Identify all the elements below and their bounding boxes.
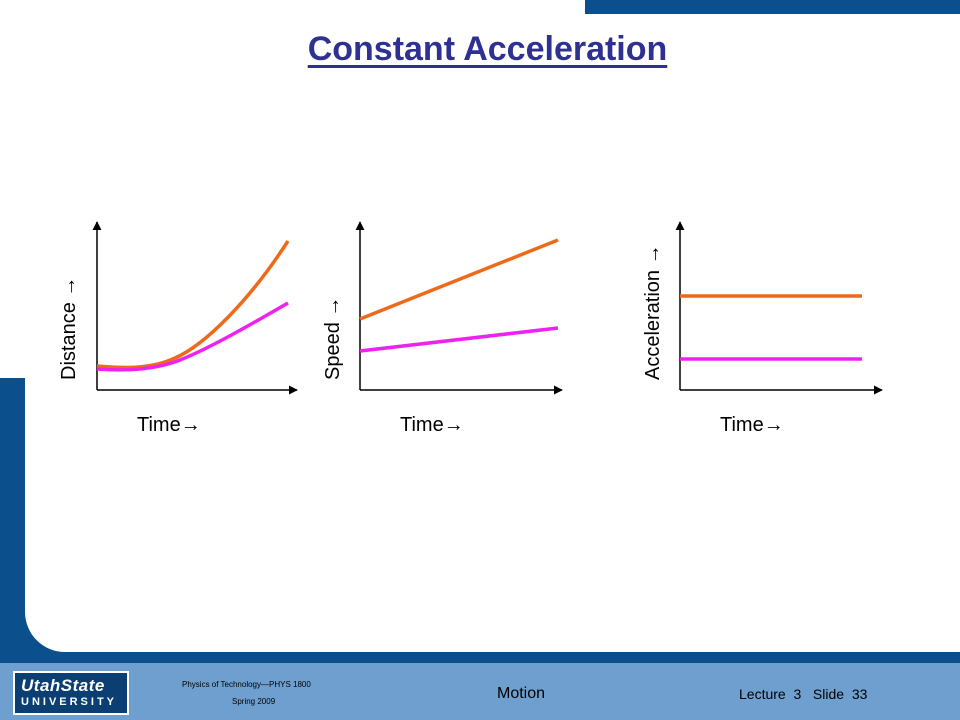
speed-graph-xlabel: Time→ (400, 414, 464, 436)
logo-wordmark-bottom: UNIVERSITY (21, 696, 118, 708)
distance-curve-magenta (96, 301, 289, 372)
lecture-slide-number: Lecture 3 Slide 33 (739, 686, 868, 702)
distance-curve-orange (96, 240, 290, 370)
speed-graph-ylabel: Speed → (322, 296, 344, 380)
slide-canvas (25, 0, 960, 652)
distance-graph-ylabel: Distance → (58, 276, 80, 380)
speed-graph (355, 221, 563, 395)
course-term: Spring 2009 (232, 697, 276, 706)
acceleration-graph-ylabel: Acceleration → (642, 244, 664, 380)
top-accent-bar (585, 0, 960, 14)
footer-bar (0, 663, 960, 720)
slide-canvas-left-strip (0, 0, 25, 378)
acceleration-graph-xlabel: Time→ (720, 414, 784, 436)
distance-graph-xlabel: Time→ (137, 414, 201, 436)
speed-line-magenta (359, 326, 559, 353)
course-name: Physics of Technology—PHYS 1800 (182, 680, 311, 689)
utah-state-logo: UtahState UNIVERSITY (13, 671, 129, 715)
acceleration-graph (675, 221, 883, 395)
slide-title: Constant Acceleration (307, 30, 668, 68)
speed-line-orange (359, 238, 559, 321)
distance-graph (92, 221, 298, 395)
logo-wordmark-top: UtahState (21, 676, 105, 695)
lecture-topic: Motion (497, 685, 546, 702)
